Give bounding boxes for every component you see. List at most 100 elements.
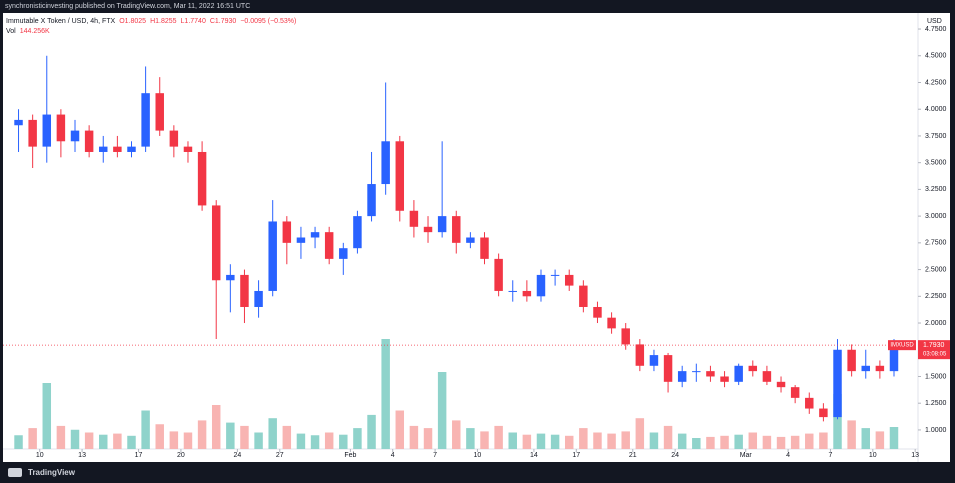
last-price-bg (918, 340, 950, 360)
x-tick-label: 13 (911, 452, 919, 459)
x-tick-label: Feb (344, 452, 356, 459)
candle-body (99, 146, 108, 152)
last-price-label: 1.7930 (923, 342, 945, 349)
volume-bar (381, 339, 390, 449)
volume-bar (480, 431, 489, 449)
volume-bar (42, 383, 52, 449)
volume-bar (649, 432, 659, 449)
candle-body (437, 216, 447, 233)
volume-bar (621, 431, 630, 449)
volume-bar (536, 433, 546, 449)
candle-body (56, 114, 66, 142)
volume-bar (99, 434, 108, 449)
volume-bar (833, 394, 842, 449)
x-tick-label: 21 (629, 452, 637, 459)
candle-body (593, 306, 602, 318)
volume-bar (734, 434, 743, 449)
x-tick-label: 4 (391, 452, 395, 459)
candle-body (409, 210, 419, 227)
chart-background (3, 13, 950, 462)
candle-body (564, 274, 574, 286)
y-tick-label: 3.2500 (925, 186, 947, 193)
volume-bar (776, 436, 786, 449)
currency: USD (927, 18, 942, 25)
volume-bar (819, 432, 828, 449)
candle-body (324, 232, 334, 259)
candle-body (677, 371, 687, 382)
x-tick-label: Mar (740, 452, 753, 459)
volume-bar (70, 429, 80, 449)
candle-body (663, 355, 673, 382)
candle-body (847, 349, 856, 372)
volume-bar (805, 433, 814, 449)
candle-body (42, 114, 52, 147)
x-tick-label: 10 (869, 452, 877, 459)
candle-body (550, 274, 560, 276)
volume-bar (550, 434, 560, 449)
candle-body (282, 221, 292, 243)
y-tick-label: 1.5000 (925, 373, 947, 380)
volume-bar (762, 435, 772, 449)
candle-body (776, 381, 786, 388)
volume-bar (522, 434, 532, 449)
volume-bar (367, 414, 376, 449)
volume-bar (692, 438, 701, 449)
volume-value: 144.256K (20, 28, 50, 35)
volume-bar (183, 432, 193, 449)
volume-bar (677, 433, 687, 449)
candle-body (367, 184, 376, 217)
candle-body (183, 146, 193, 152)
x-tick-label: 14 (530, 452, 538, 459)
candle-body (127, 146, 136, 152)
candle-body (70, 130, 80, 142)
candle-body (452, 216, 461, 243)
candle-body (621, 328, 630, 345)
y-tick-label: 2.7500 (925, 240, 947, 247)
volume-bar (169, 431, 179, 449)
volume-bar (452, 420, 461, 449)
x-tick-label: 13 (78, 452, 86, 459)
x-tick-label: 17 (135, 452, 143, 459)
chart-title: Immutable X Token / USD, 4h, FTX (6, 18, 116, 25)
candle-body (833, 349, 842, 418)
volume-bar (790, 435, 800, 449)
volume-bar (748, 432, 758, 449)
volume-bar (409, 425, 419, 449)
volume-bar (720, 435, 729, 449)
candle-body (254, 290, 263, 307)
x-tick-label: 24 (671, 452, 679, 459)
candle-body (339, 248, 348, 259)
candle-body (310, 232, 320, 238)
candle-body (790, 387, 800, 398)
y-tick-label: 4.5000 (925, 53, 947, 60)
candle-body (889, 345, 899, 372)
brand: TradingView (28, 468, 76, 477)
candle-body (423, 226, 433, 233)
countdown: 03:08:05 (923, 352, 947, 358)
candle-body (494, 258, 503, 291)
candle-body (734, 365, 743, 382)
candle-body (14, 119, 23, 126)
candle-body (706, 371, 715, 377)
candle-body (240, 274, 249, 307)
volume-bar (240, 425, 249, 449)
y-tick-label: 3.0000 (925, 213, 947, 220)
volume-bar (339, 434, 348, 449)
candle-body (536, 274, 546, 297)
candle-body (508, 290, 517, 292)
volume-bar (127, 435, 136, 449)
volume-bar (861, 428, 870, 449)
candle-body (197, 151, 207, 206)
x-tick-label: 24 (233, 452, 241, 459)
volume-bar (875, 431, 885, 449)
candle-body (466, 237, 475, 243)
volume-bar (310, 435, 320, 449)
candle-body (649, 355, 659, 366)
legend-value: −0.0095 (−0.53%) (240, 18, 296, 25)
candle-body (762, 371, 772, 382)
y-tick-label: 2.0000 (925, 320, 947, 327)
candle-body (805, 397, 814, 409)
candle-body (748, 365, 758, 372)
volume-bar (211, 405, 221, 449)
